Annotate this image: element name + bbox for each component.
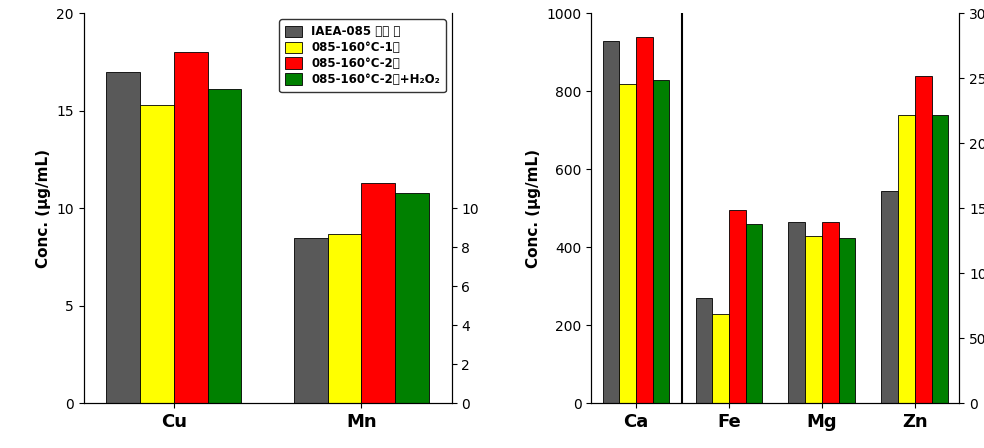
- Bar: [788, 222, 805, 403]
- Y-axis label: Conc. (μg/mL): Conc. (μg/mL): [526, 149, 541, 268]
- Bar: [696, 298, 712, 403]
- Bar: [932, 115, 949, 403]
- Bar: [898, 115, 915, 403]
- Bar: [174, 52, 208, 403]
- Bar: [652, 80, 669, 403]
- Legend: IAEA-085 공인 값, 085-160°C-1차, 085-160°C-2차, 085-160°C-2차+H₂O₂: IAEA-085 공인 값, 085-160°C-1차, 085-160°C-2…: [279, 19, 446, 92]
- Bar: [882, 191, 898, 403]
- Bar: [294, 237, 328, 403]
- Bar: [140, 105, 174, 403]
- Bar: [636, 37, 652, 403]
- Bar: [328, 234, 361, 403]
- Y-axis label: Conc. (μg/mL): Conc. (μg/mL): [35, 149, 51, 268]
- Bar: [822, 222, 838, 403]
- Bar: [361, 183, 396, 403]
- Bar: [619, 84, 636, 403]
- Bar: [729, 210, 746, 403]
- Bar: [805, 236, 822, 403]
- Bar: [746, 224, 763, 403]
- Bar: [915, 76, 932, 403]
- Bar: [208, 90, 241, 403]
- Bar: [396, 193, 429, 403]
- Bar: [106, 72, 140, 403]
- Bar: [838, 237, 855, 403]
- Bar: [712, 314, 729, 403]
- Bar: [602, 41, 619, 403]
